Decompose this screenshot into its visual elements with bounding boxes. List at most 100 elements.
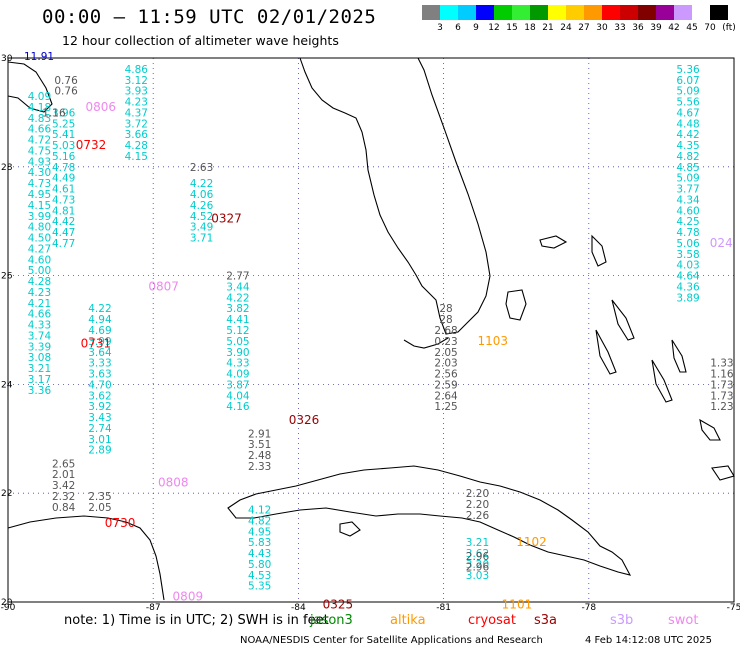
wave-height-value: 3.63: [88, 369, 111, 381]
wave-height-value: 3.39: [28, 341, 51, 353]
wave-height-value: 4.35: [676, 140, 699, 152]
colorbar-swatch: [494, 5, 512, 20]
wave-height-value: 3.49: [190, 222, 213, 234]
wave-height-value: 4.09: [226, 369, 249, 381]
pass-time-labels: 0806 0732 0327 0807 0731 0326 0808 0730 0809 0325…: [76, 100, 733, 612]
wave-height-value: 2.20: [466, 488, 489, 500]
wave-height-value: 4.09: [28, 91, 51, 103]
pass-time-label: 0326: [289, 413, 320, 427]
wave-height-value: 2.65: [52, 458, 75, 470]
coastline-cuba: [227, 465, 632, 576]
wave-height-value: 4.33: [226, 358, 249, 370]
wave-height-value: 3.43: [88, 412, 111, 424]
lon-tick-label: -78: [581, 603, 596, 613]
colorbar-label: 30: [596, 23, 608, 33]
coastline-inagua: [711, 465, 735, 481]
lon-tick-label: -87: [146, 603, 161, 613]
mission-s3b: s3b: [610, 613, 634, 628]
wave-height-value: 4.23: [125, 97, 148, 109]
wave-height-value: 4.41: [226, 314, 249, 326]
wave-height-value: 4.93: [28, 156, 51, 168]
wave-height-value: 4.72: [28, 135, 51, 147]
wave-height-value: 1.73: [710, 390, 733, 402]
wave-height-value: 4.75: [28, 145, 51, 157]
footer-timestamp: 4 Feb 14:12:08 UTC 2025: [585, 635, 712, 646]
wave-height-value: 1.33: [710, 358, 733, 370]
wave-height-value: 4.60: [676, 205, 699, 217]
lat-tick-label: 20: [1, 598, 13, 608]
map-title: 00:00 – 11:59 UTC 02/01/2025: [42, 6, 377, 28]
wave-height-value: 3.20: [466, 559, 489, 571]
wave-height-value: 4.47: [52, 227, 75, 239]
map-subtitle: 12 hour collection of altimeter wave hei…: [62, 33, 339, 48]
coastline-andros: [505, 289, 527, 321]
wave-height-value: 5.12: [226, 325, 249, 337]
pass-time-label: 0730: [105, 516, 136, 530]
wave-height-value: 4.15: [28, 200, 51, 212]
coastline-abaco: [591, 234, 607, 267]
axis-tick-labels: -90 -87 -84 -81 -78 -75 30 28 26 24 22 20: [1, 54, 740, 613]
wave-height-value: 2.03: [434, 358, 457, 370]
lon-tick-label: -90: [1, 603, 16, 613]
wave-height-value: 4.42: [52, 216, 75, 228]
wave-height-value: 4.37: [125, 107, 148, 119]
wave-height-value: 2.63: [190, 162, 213, 174]
wave-height-value: 3.44: [226, 281, 250, 293]
wave-height-value: 28: [439, 303, 452, 315]
coastline-acklins: [699, 418, 721, 441]
wave-height-value: 4.83: [28, 113, 51, 125]
wave-height-value: 4.22: [190, 178, 213, 190]
mission-cryosat: cryosat: [468, 613, 516, 628]
wave-height-value: 4.95: [28, 189, 51, 201]
wave-height-value: 3.51: [248, 439, 271, 451]
colorbar-label: 3: [437, 23, 443, 33]
wave-height-value: 5.35: [248, 581, 271, 593]
colorbar-label: 33: [614, 23, 626, 33]
coastline-exuma: [595, 329, 617, 375]
colorbar-swatch: [530, 5, 548, 20]
coastline-florida-keys: [403, 337, 449, 349]
wave-height-value: 2.64: [434, 390, 458, 402]
wave-height-value: 4.36: [676, 281, 700, 293]
wave-height-values: 4.094.184.834.664.724.754.934.304.734.95…: [28, 64, 734, 593]
wave-height-value: 4.42: [676, 129, 699, 141]
colorbar-swatch: [710, 5, 728, 20]
wave-height-value: 3.99: [88, 336, 111, 348]
wave-height-value: 4.16: [226, 401, 250, 413]
wave-height-value: 3.36: [28, 385, 52, 397]
wave-height-value: 3.33: [88, 358, 111, 370]
lat-tick-label: 26: [1, 272, 13, 282]
wave-height-value: 3.01: [88, 434, 111, 446]
wave-height-value: 0.76: [54, 75, 78, 87]
wave-height-value: 3.99: [28, 211, 51, 223]
wave-height-value: 4.82: [248, 515, 271, 527]
mission-swot: swot: [668, 613, 699, 628]
colorbar-label: 9: [473, 23, 479, 33]
colorbar-swatch: [638, 5, 656, 20]
wave-height-value: 4.25: [676, 216, 699, 228]
wave-height-value: 4.95: [248, 526, 271, 538]
map-frame: [7, 57, 735, 603]
coastline-yucatan: [7, 515, 165, 601]
pass-time-label: 1101: [502, 598, 533, 612]
colorbar-swatch: [620, 5, 638, 20]
wave-height-value: 4.80: [28, 222, 51, 234]
colorbar-unit: (ft): [722, 23, 736, 33]
pass-time-label: 0809: [173, 590, 204, 604]
wave-height-value: 4.82: [676, 151, 699, 163]
wave-height-value: 2.26: [466, 510, 490, 522]
coastline: [7, 57, 735, 601]
corner-wave-value: 11.91: [24, 51, 54, 63]
wave-height-value: 4.49: [52, 173, 75, 185]
colorbar-label: 24: [560, 23, 572, 33]
colorbar-swatch: [566, 5, 584, 20]
lat-tick-label: 24: [1, 380, 13, 390]
wave-height-value: 3.62: [88, 390, 111, 402]
wave-height-value: 4.60: [28, 254, 51, 266]
wave-height-value: 5.09: [676, 173, 699, 185]
map-border: [7, 57, 735, 603]
wave-height-value: 4.64: [676, 271, 700, 283]
pass-time-label: 024: [710, 236, 733, 250]
wave-height-value: 3.93: [125, 86, 148, 98]
pass-time-label: 0325: [323, 598, 354, 612]
